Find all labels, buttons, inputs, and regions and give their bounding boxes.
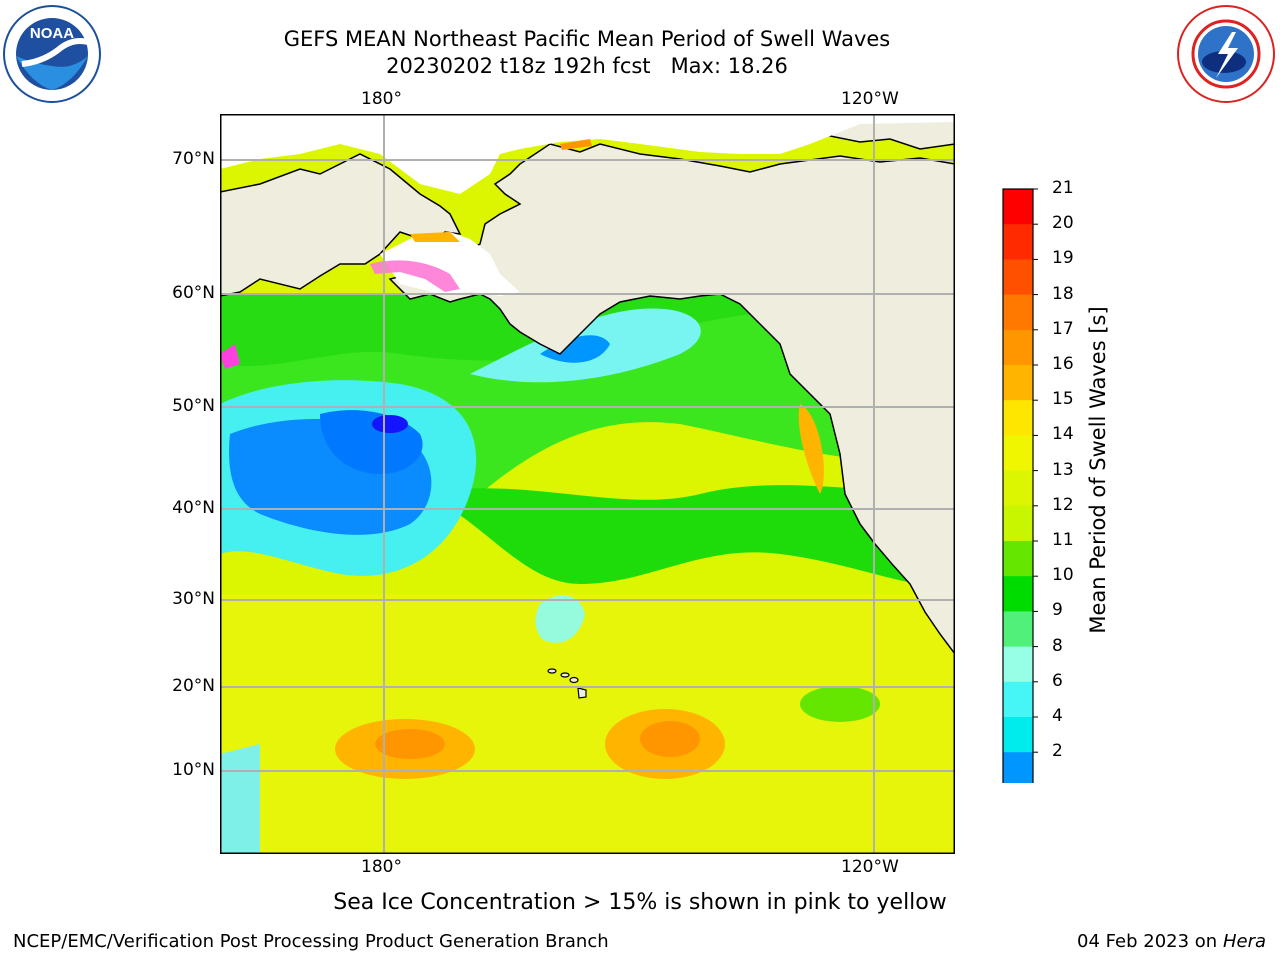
lat-label-20n: 20°N [172, 676, 215, 696]
title-line-1: GEFS MEAN Northeast Pacific Mean Period … [283, 27, 891, 51]
colorbar-title: Mean Period of Swell Waves [s] [1086, 306, 1110, 634]
colorbar-tick-label: 13 [1052, 459, 1074, 480]
footer-date: 04 Feb 2023 on Hera [1077, 931, 1266, 952]
colorbar-segment [1003, 717, 1033, 753]
footer-date-text: 04 Feb 2023 on [1077, 931, 1218, 952]
title-line-2: 20230202 t18z 192h fcst Max: 18.26 [386, 54, 788, 78]
colorbar-tick-label: 11 [1052, 530, 1074, 550]
colorbar-segment [1003, 435, 1033, 472]
colorbar-segment [1003, 611, 1033, 648]
colorbar-segment [1003, 470, 1033, 507]
lat-label-30n: 30°N [172, 589, 215, 609]
land-mass [220, 114, 955, 656]
colorbar-tick-label: 12 [1052, 494, 1074, 515]
nws-logo-icon [1177, 5, 1275, 103]
noaa-logo-icon: NOAA [3, 5, 101, 103]
graticule [220, 114, 955, 854]
lon-label-bottom-120w: 120°W [841, 857, 899, 877]
lat-label-50n: 50°N [172, 396, 215, 416]
lat-label-60n: 60°N [172, 283, 215, 303]
colorbar-segment [1003, 294, 1033, 331]
footer-branch: NCEP/EMC/Verification Post Processing Pr… [13, 931, 609, 952]
colorbar-segment [1003, 681, 1033, 718]
colorbar-segment [1003, 189, 1033, 225]
colorbar-tick-label: 19 [1052, 248, 1074, 269]
colorbar-tick-label: 9 [1052, 600, 1063, 621]
colorbar-tick-label: 6 [1052, 670, 1063, 691]
colorbar-segment [1003, 365, 1033, 401]
lat-label-40n: 40°N [172, 498, 215, 518]
colorbar-segment [1003, 505, 1033, 542]
colorbar-segment [1003, 541, 1033, 577]
page-title: GEFS MEAN Northeast Pacific Mean Period … [0, 26, 1174, 80]
lat-label-10n: 10°N [172, 760, 215, 780]
colorbar-segment [1003, 259, 1033, 296]
colorbar-tick-label: 18 [1052, 283, 1074, 304]
lat-label-70n: 70°N [172, 149, 215, 169]
colorbar-tick-label: 20 [1052, 213, 1074, 234]
colorbar-tick-label: 17 [1052, 318, 1074, 339]
colorbar-tick-label: 4 [1052, 706, 1063, 726]
colorbar-segment [1003, 576, 1033, 612]
colorbar-tick-label: 15 [1052, 389, 1074, 410]
colorbar-segment [1003, 224, 1033, 260]
footer-machine: Hera [1222, 931, 1266, 952]
colorbar-tick-label: 21 [1052, 178, 1074, 198]
colorbar-segment [1003, 400, 1033, 436]
colorbar [1002, 188, 1038, 783]
colorbar-segment [1003, 646, 1033, 683]
lon-label-top-180: 180° [361, 89, 402, 109]
colorbar-tick-label: 2 [1052, 741, 1063, 762]
swell-period-map [220, 114, 955, 854]
colorbar-tick-label: 14 [1052, 424, 1074, 445]
colorbar-segment [1003, 329, 1033, 366]
colorbar-segment [1003, 752, 1033, 783]
sea-ice-note: Sea Ice Concentration > 15% is shown in … [333, 890, 947, 915]
colorbar-tick-label: 16 [1052, 354, 1074, 374]
colorbar-tick-label: 10 [1052, 565, 1074, 586]
lon-label-top-120w: 120°W [841, 89, 899, 109]
svg-text:NOAA: NOAA [30, 25, 74, 42]
lon-label-bottom-180: 180° [361, 857, 402, 877]
colorbar-tick-label: 8 [1052, 635, 1063, 656]
